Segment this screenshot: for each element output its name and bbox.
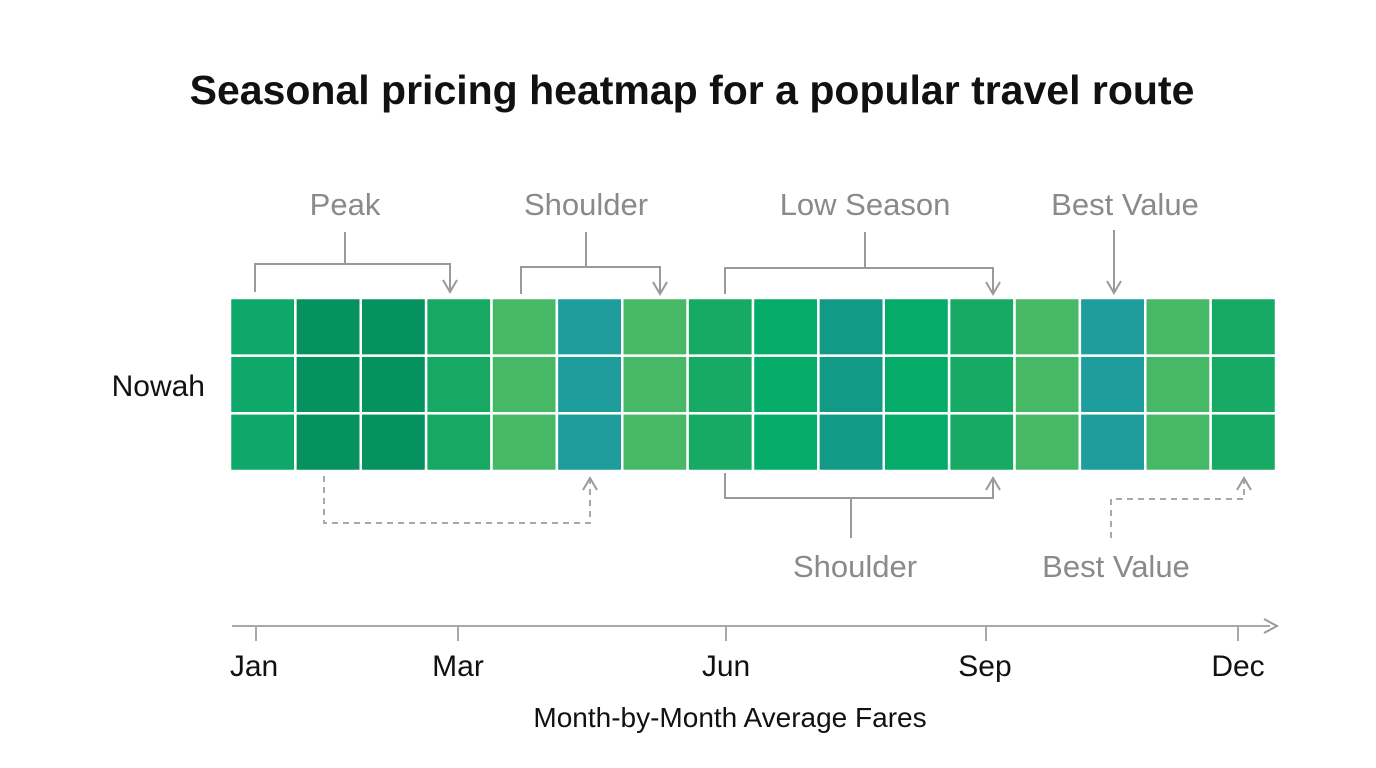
bracket-shoulder-top-arrow: [652, 281, 668, 296]
heatmap-cell-c15-r3: [1144, 412, 1212, 473]
heatmap-cell-c2-r1: [294, 296, 363, 357]
heatmap-cell-c4-r2: [424, 354, 493, 415]
x-axis-arrow: [1263, 618, 1280, 634]
heatmap-cell-c13-r3: [1013, 412, 1082, 473]
bracket-peak-arrow: [442, 279, 458, 294]
heatmap-cell-c12-r1: [947, 296, 1016, 357]
heatmap-cell-c15-r2: [1144, 354, 1212, 415]
heatmap-cell-c15-r1: [1144, 296, 1212, 357]
bracket-best-value-top-arrow: [1106, 280, 1122, 295]
heatmap-cell-c16-r3: [1209, 412, 1278, 473]
heatmap-cell-c10-r1: [817, 296, 886, 357]
heatmap-cell-c14-r1: [1078, 296, 1147, 357]
row-label: Nowah: [112, 370, 205, 403]
bracket-dashed-left-arrow: [582, 476, 598, 491]
heatmap-cell-c8-r1: [686, 296, 755, 357]
heatmap-cell-c1-r2: [228, 354, 297, 415]
heatmap-cell-c9-r1: [751, 296, 820, 357]
heatmap-cell-c11-r3: [882, 412, 951, 473]
bracket-low-season: [724, 232, 994, 294]
x-tick-label-jun: Jun: [702, 650, 750, 683]
heatmap-cell-c3-r2: [359, 354, 428, 415]
heatmap-cell-c11-r1: [882, 296, 951, 357]
chart-title: Seasonal pricing heatmap for a popular t…: [190, 67, 1195, 113]
heatmap-cell-c4-r1: [424, 296, 493, 357]
heatmap-cell-c6-r1: [555, 296, 624, 357]
heatmap-cell-c7-r2: [621, 354, 689, 415]
heatmap-cell-c6-r3: [555, 412, 624, 473]
annotation-best-value-top-label: Best Value: [1051, 187, 1199, 222]
bracket-shoulder-bottom: [724, 473, 994, 538]
heatmap-cell-c14-r2: [1078, 354, 1147, 415]
heatmap-cell-c13-r1: [1013, 296, 1082, 357]
bracket-shoulder-bottom-arrow: [985, 476, 1001, 491]
heatmap-cell-c2-r3: [294, 412, 363, 473]
x-tick-label-mar: Mar: [432, 650, 484, 683]
heatmap-cell-c16-r2: [1209, 354, 1278, 415]
heatmap-grid: [228, 296, 1278, 473]
heatmap-cell-c9-r3: [751, 412, 820, 473]
heatmap-cell-c13-r2: [1013, 354, 1082, 415]
x-axis-label: Month-by-Month Average Fares: [533, 702, 926, 733]
heatmap-cell-c12-r3: [947, 412, 1016, 473]
heatmap-cell-c7-r3: [621, 412, 689, 473]
heatmap-cell-c3-r3: [359, 412, 428, 473]
heatmap-cell-c5-r3: [490, 412, 559, 473]
heatmap-cell-c5-r2: [490, 354, 559, 415]
heatmap-cell-c6-r2: [555, 354, 624, 415]
heatmap-cell-c9-r2: [751, 354, 820, 415]
heatmap-cell-c1-r1: [228, 296, 297, 357]
heatmap-cell-c8-r2: [686, 354, 755, 415]
heatmap-cell-c12-r2: [947, 354, 1016, 415]
heatmap-cell-c11-r2: [882, 354, 951, 415]
bracket-low-season-arrow: [985, 281, 1001, 296]
heatmap-cell-c5-r1: [490, 296, 559, 357]
heatmap-cell-c10-r3: [817, 412, 886, 473]
heatmap-cell-c10-r2: [817, 354, 886, 415]
bracket-best-value-bottom: [1110, 478, 1245, 538]
heatmap-cell-c7-r1: [621, 296, 689, 357]
x-tick-label-dec: Dec: [1211, 650, 1264, 683]
heatmap-cell-c3-r1: [359, 296, 428, 357]
heatmap-cell-c4-r3: [424, 412, 493, 473]
bracket-peak: [254, 232, 451, 292]
bracket-shoulder-top: [520, 232, 661, 294]
bracket-best-value-bottom-arrow: [1236, 476, 1252, 491]
annotation-peak-label: Peak: [310, 187, 381, 222]
x-tick-label-sep: Sep: [958, 650, 1011, 683]
annotation-shoulder-bottom-label: Shoulder: [793, 549, 917, 584]
annotation-shoulder-top-label: Shoulder: [524, 187, 648, 222]
heatmap-cell-c16-r1: [1209, 296, 1278, 357]
heatmap-cell-c8-r3: [686, 412, 755, 473]
x-tick-label-jan: Jan: [230, 650, 278, 683]
annotation-best-value-bottom-label: Best Value: [1042, 549, 1190, 584]
heatmap-cell-c1-r3: [228, 412, 297, 473]
bracket-dashed-left: [323, 476, 591, 524]
heatmap-cell-c2-r2: [294, 354, 363, 415]
annotation-low-season-label: Low Season: [780, 187, 951, 222]
heatmap-cell-c14-r3: [1078, 412, 1147, 473]
